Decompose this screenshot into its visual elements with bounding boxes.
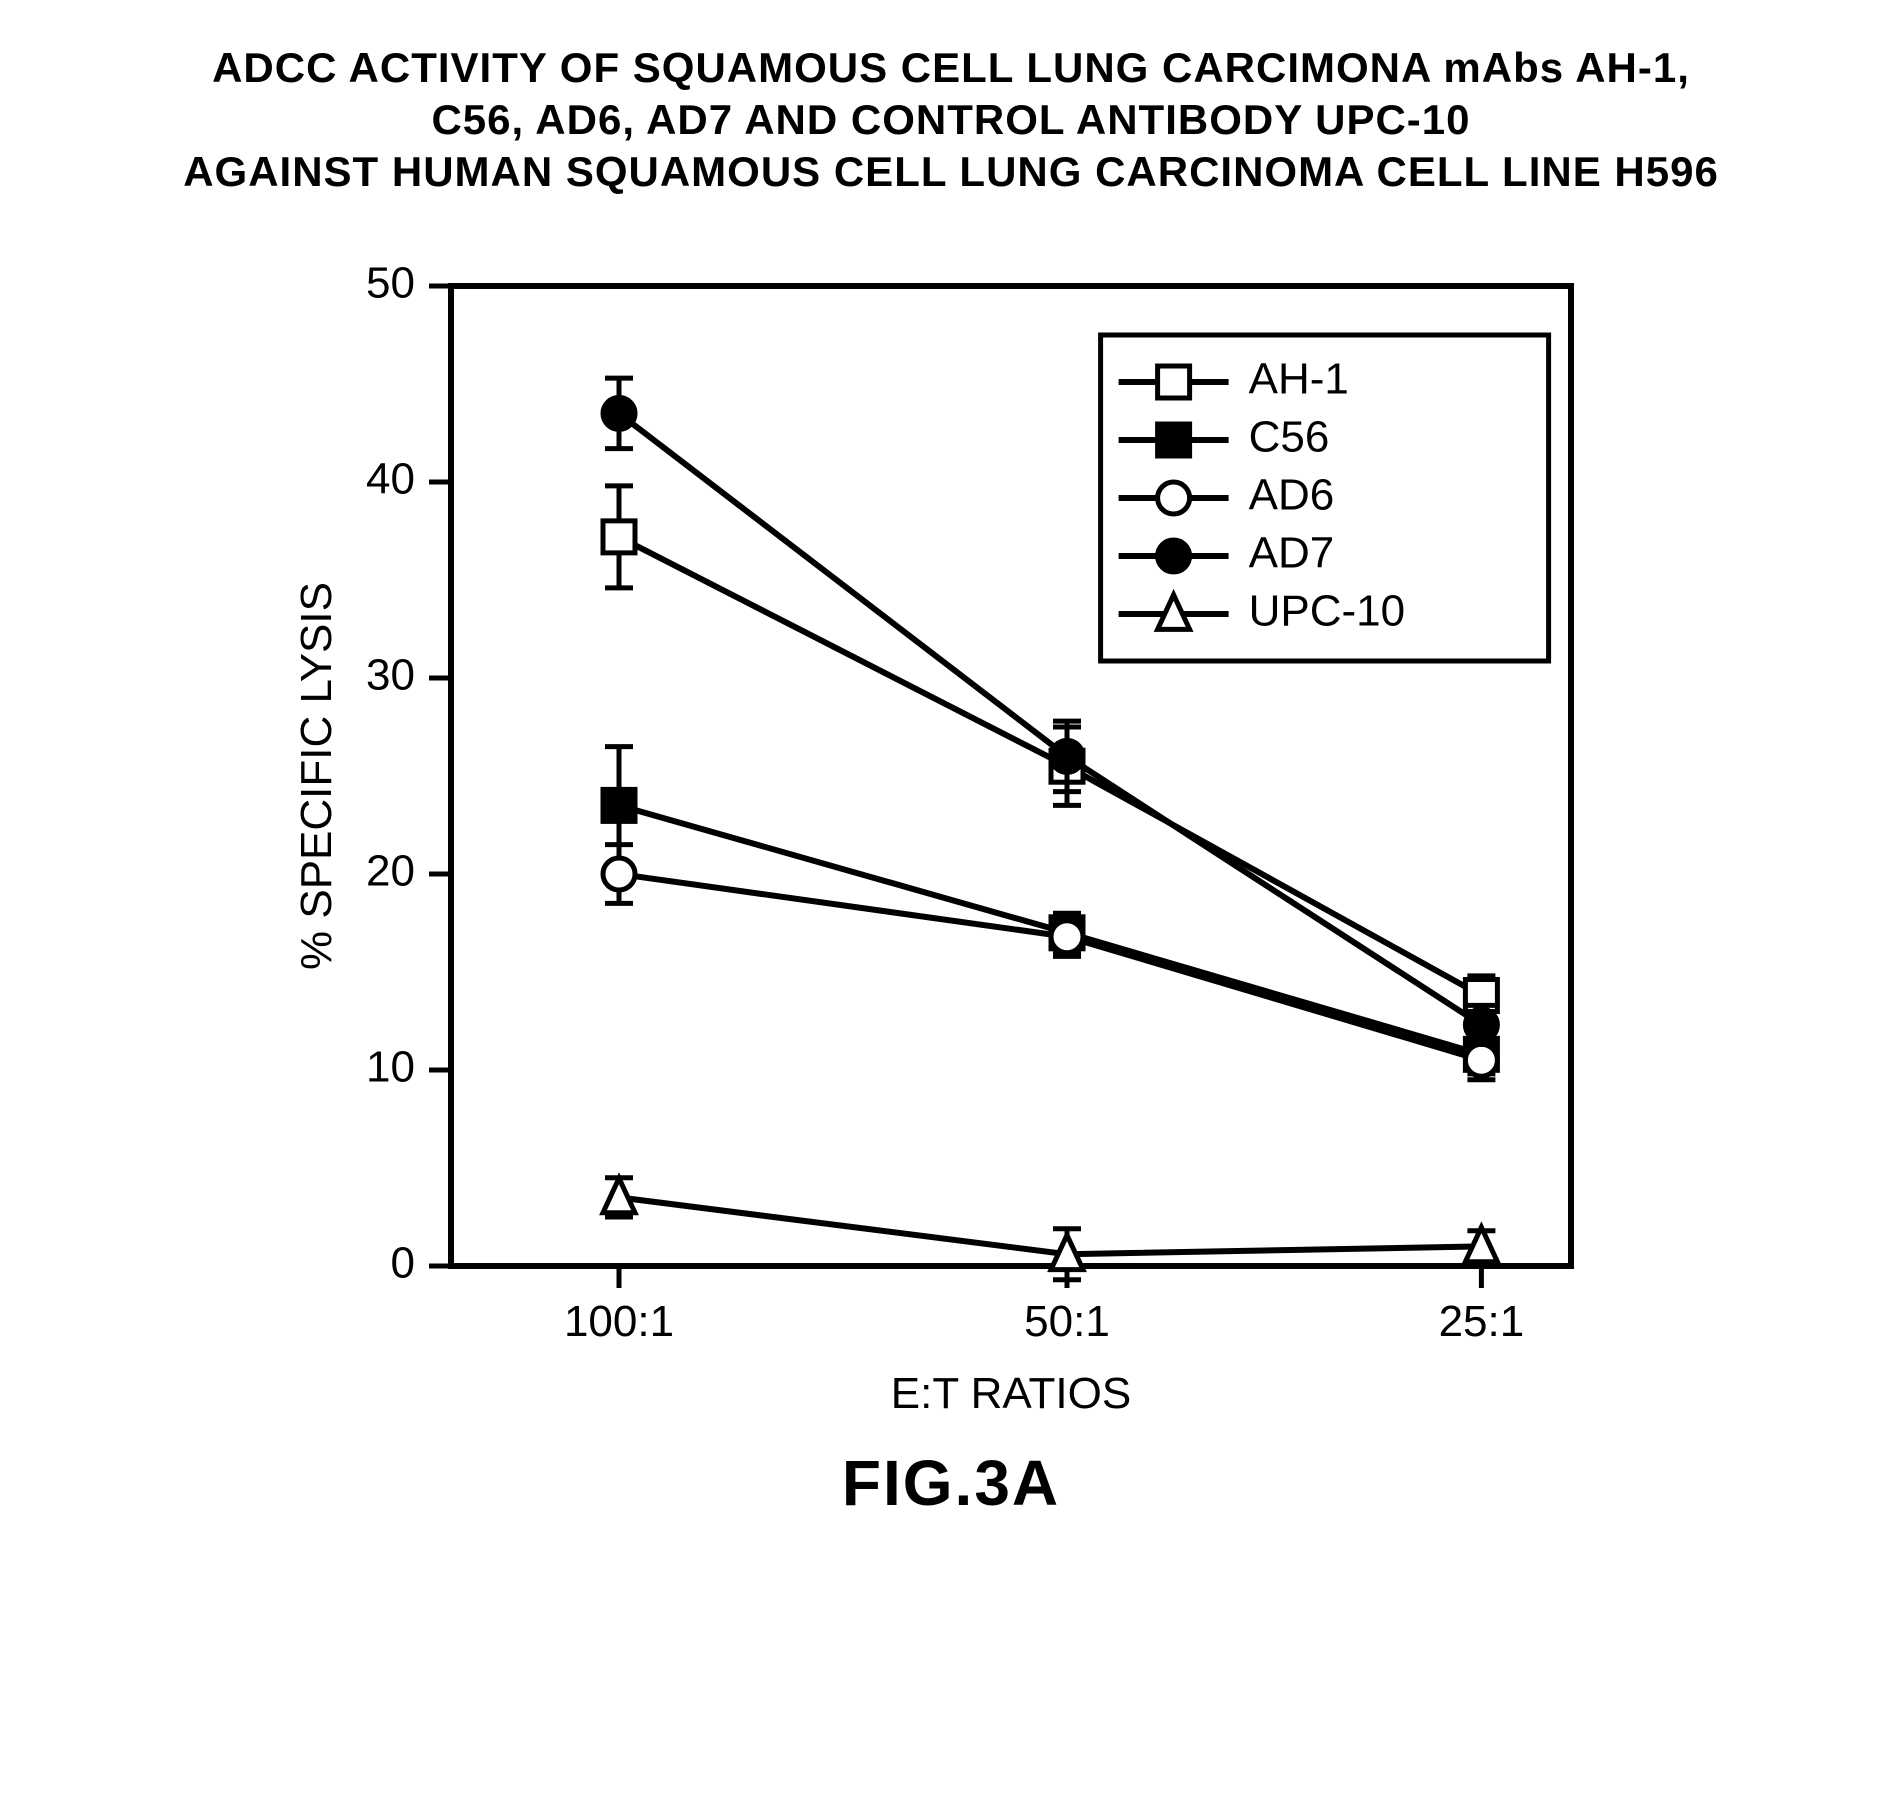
svg-text:40: 40: [366, 455, 415, 504]
adcc-chart: 0 10 20 30 40 50 100:1 50:1 25:1 E:T RATIOS % SPEC…: [251, 226, 1651, 1426]
title-line-2: C56, AD6, AD7 AND CONTROL ANTIBODY UPC-1…: [40, 96, 1862, 144]
figure-label: FIG.3A: [40, 1446, 1862, 1520]
chart-title-block: ADCC ACTIVITY OF SQUAMOUS CELL LUNG CARC…: [40, 44, 1862, 196]
svg-text:100:1: 100:1: [564, 1297, 674, 1346]
svg-text:% SPECIFIC LYSIS: % SPECIFIC LYSIS: [292, 582, 341, 970]
svg-text:30: 30: [366, 651, 415, 700]
svg-text:C56: C56: [1249, 413, 1330, 462]
title-line-1: ADCC ACTIVITY OF SQUAMOUS CELL LUNG CARC…: [40, 44, 1862, 92]
svg-text:E:T RATIOS: E:T RATIOS: [891, 1369, 1131, 1418]
svg-text:20: 20: [366, 847, 415, 896]
title-line-3: AGAINST HUMAN SQUAMOUS CELL LUNG CARCINO…: [40, 148, 1862, 196]
svg-text:0: 0: [391, 1239, 415, 1288]
svg-text:AD6: AD6: [1249, 471, 1335, 520]
svg-text:25:1: 25:1: [1439, 1297, 1525, 1346]
figure-container: ADCC ACTIVITY OF SQUAMOUS CELL LUNG CARC…: [40, 44, 1862, 1520]
svg-text:50:1: 50:1: [1024, 1297, 1110, 1346]
svg-text:AH-1: AH-1: [1249, 355, 1349, 404]
svg-text:UPC-10: UPC-10: [1249, 587, 1406, 636]
svg-text:50: 50: [366, 259, 415, 308]
svg-text:10: 10: [366, 1043, 415, 1092]
svg-text:AD7: AD7: [1249, 529, 1335, 578]
